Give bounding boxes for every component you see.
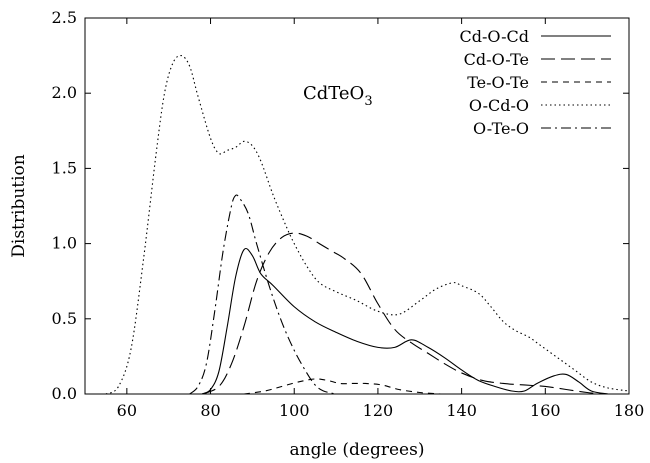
plot-frame: [84, 17, 630, 395]
series-lines: [105, 54, 630, 395]
y-tick-label: 1.5: [52, 158, 77, 177]
series-line-cd-o-cd: [201, 247, 609, 395]
series-line-te-o-te: [243, 378, 441, 395]
x-axis-title: angle (degrees): [290, 440, 425, 460]
y-tick-labels: 0.0 0.5 1.0 1.5 2.0 2.5: [52, 8, 77, 403]
y-axis-title: Distribution: [9, 154, 29, 258]
y-tick-label: 1.0: [52, 234, 77, 253]
x-tick-label: 100: [279, 401, 310, 420]
x-tick-label: 60: [117, 401, 137, 420]
compound-annotation: CdTeO3: [303, 83, 373, 109]
y-tick-label: 0.0: [52, 384, 77, 403]
y-tick-label: 0.5: [52, 309, 77, 328]
x-tick-label: 80: [200, 401, 220, 420]
compound-annotation-main: CdTeO: [303, 83, 364, 104]
legend-label-o-cd-o: O-Cd-O: [469, 96, 529, 115]
series-line-o-cd-o: [105, 54, 630, 395]
tick-marks: [85, 17, 630, 395]
y-tick-label: 2.5: [52, 8, 77, 27]
series-line-cd-o-te: [201, 232, 604, 395]
x-tick-labels: 60 80 100 120 140 160 180: [117, 401, 645, 420]
series-line-o-te-o: [189, 194, 337, 395]
x-tick-label: 140: [446, 401, 477, 420]
compound-annotation-subscript: 3: [364, 94, 372, 109]
legend-label-te-o-te: Te-O-Te: [467, 73, 529, 92]
legend-label-o-te-o: O-Te-O: [473, 119, 529, 138]
x-tick-label: 160: [530, 401, 561, 420]
x-tick-label: 180: [614, 401, 645, 420]
legend: Cd-O-Cd Cd-O-Te Te-O-Te O-Cd-O O-Te-O: [460, 27, 611, 138]
x-tick-label: 120: [363, 401, 394, 420]
legend-label-cd-o-cd: Cd-O-Cd: [460, 27, 529, 46]
legend-label-cd-o-te: Cd-O-Te: [464, 50, 529, 69]
y-tick-label: 2.0: [52, 83, 77, 102]
